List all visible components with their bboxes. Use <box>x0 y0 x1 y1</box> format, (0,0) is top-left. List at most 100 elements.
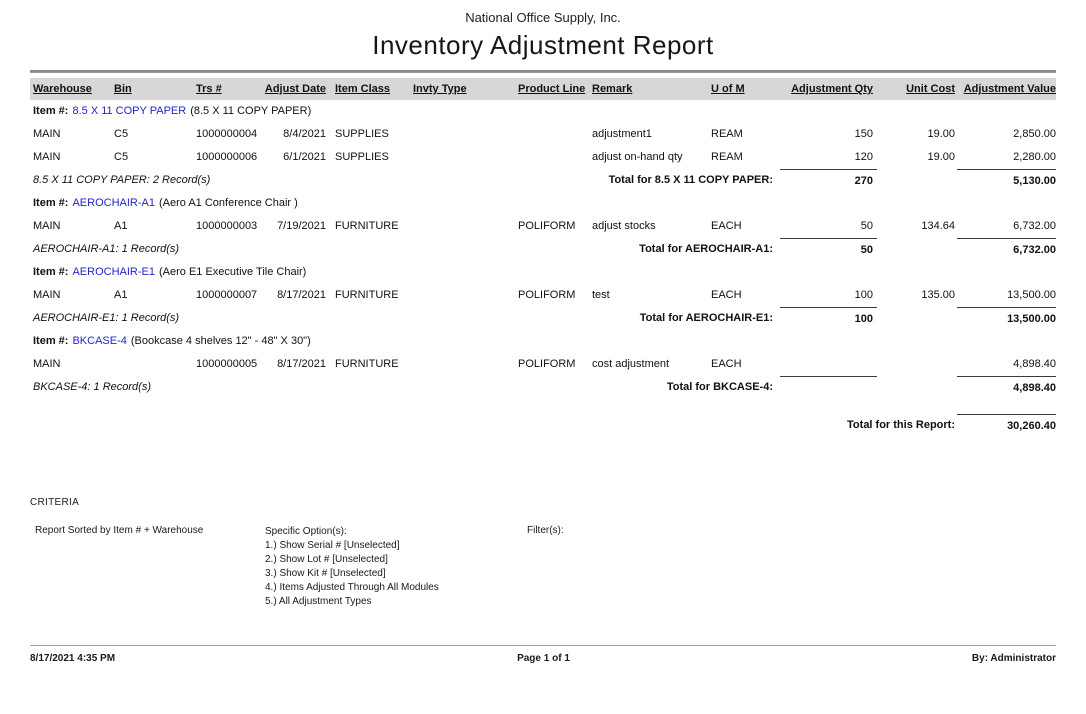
item-description: (Bookcase 4 shelves 12" - 48" X 30") <box>130 335 311 347</box>
item-code-link[interactable]: AEROCHAIR-A1 <box>72 197 155 209</box>
column-header-item-class: Item Class <box>335 83 391 95</box>
group-record-count: 8.5 X 11 COPY PAPER: 2 Record(s) <box>33 174 211 186</box>
group-total-value: 4,898.40 <box>957 376 1056 399</box>
group-record-count: BKCASE-4: 1 Record(s) <box>33 381 151 393</box>
cell-remark: adjust on-hand qty <box>592 151 683 163</box>
column-header-unit-cost: Unit Cost <box>906 83 955 95</box>
group-total-value: 6,732.00 <box>957 238 1056 261</box>
item-group-header: Item #: 8.5 X 11 COPY PAPER (8.5 X 11 COPY… <box>30 100 1056 123</box>
column-header-adjustment-value: Adjustment Value <box>963 83 1056 95</box>
column-header-adjust-date: Adjust Date <box>264 83 326 95</box>
cell-bin: A1 <box>114 220 128 232</box>
cell-invty-type <box>408 284 512 307</box>
cell-qty: 50 <box>860 220 873 232</box>
item-group-header: Item #: AEROCHAIR-A1 (Aero A1 Conference C… <box>30 192 1056 215</box>
cell-adjust-date: 8/17/2021 <box>277 358 326 370</box>
cell-remark: adjust stocks <box>592 220 656 232</box>
criteria-options-heading: Specific Option(s): <box>265 526 347 537</box>
footer-author: By: Administrator <box>971 653 1056 664</box>
group-total-qty <box>780 376 877 399</box>
cell-unit-cost: 19.00 <box>927 151 955 163</box>
item-code-link[interactable]: BKCASE-4 <box>72 335 127 347</box>
cell-trs: 1000000005 <box>196 358 258 370</box>
cell-bin <box>112 353 196 376</box>
cell-unit-cost: 135.00 <box>921 289 955 301</box>
item-number-label: Item #: <box>33 266 69 278</box>
cell-empty <box>877 238 957 261</box>
criteria-option: 4.) Items Adjusted Through All Modules <box>265 582 439 593</box>
item-number-label: Item #: <box>33 105 69 117</box>
cell-warehouse: MAIN <box>33 289 61 301</box>
footer-datetime: 8/17/2021 4:35 PM <box>30 653 116 664</box>
cell-qty <box>780 353 877 376</box>
cell-empty <box>877 307 957 330</box>
cell-warehouse: MAIN <box>33 151 61 163</box>
cell-unit-cost <box>877 353 957 376</box>
cell-value: 13,500.00 <box>1007 289 1056 301</box>
report-total-row: Total for this Report: 30,260.40 <box>30 414 1056 437</box>
adjustment-table: Warehouse Bin Trs # Adjust Date Item Cla… <box>30 78 1056 437</box>
item-group-header: Item #: AEROCHAIR-E1 (Aero E1 Executive Ti… <box>30 261 1056 284</box>
item-code-link[interactable]: AEROCHAIR-E1 <box>72 266 155 278</box>
cell-uom: REAM <box>711 128 743 140</box>
cell-product-line: POLIFORM <box>518 289 576 301</box>
cell-qty: 150 <box>854 128 873 140</box>
cell-adjust-date: 7/19/2021 <box>277 220 326 232</box>
cell-item-class: SUPPLIES <box>335 151 389 163</box>
cell-item-class: FURNITURE <box>335 358 399 370</box>
cell-trs: 1000000003 <box>196 220 258 232</box>
group-total-qty: 50 <box>780 238 877 261</box>
item-code-link[interactable]: 8.5 X 11 COPY PAPER <box>72 105 187 117</box>
cell-unit-cost: 19.00 <box>927 128 955 140</box>
group-total-row: AEROCHAIR-E1: 1 Record(s) Total for AERO… <box>30 307 1056 330</box>
cell-item-class: FURNITURE <box>335 289 399 301</box>
criteria-filters-heading: Filter(s): <box>527 525 564 536</box>
column-header-warehouse: Warehouse <box>33 83 92 95</box>
page-title: Inventory Adjustment Report <box>372 30 714 60</box>
report-total-value: 30,260.40 <box>957 414 1056 437</box>
cell-value: 4,898.40 <box>1013 358 1056 370</box>
cell-item-class: FURNITURE <box>335 220 399 232</box>
cell-trs: 1000000004 <box>196 128 258 140</box>
criteria-heading: CRITERIA <box>30 497 80 508</box>
cell-adjust-date: 8/4/2021 <box>283 128 326 140</box>
group-total-qty: 100 <box>780 307 877 330</box>
cell-adjust-date: 6/1/2021 <box>283 151 326 163</box>
cell-value: 2,280.00 <box>1013 151 1056 163</box>
criteria-option: 1.) Show Serial # [Unselected] <box>265 540 400 551</box>
cell-adjust-date: 8/17/2021 <box>277 289 326 301</box>
criteria-section: CRITERIA Report Sorted by Item # + Wareh… <box>30 497 1056 615</box>
cell-product-line: POLIFORM <box>518 220 576 232</box>
cell-bin: A1 <box>114 289 128 301</box>
item-description: (8.5 X 11 COPY PAPER) <box>190 105 312 117</box>
column-header-adjustment-qty: Adjustment Qty <box>791 83 873 95</box>
cell-warehouse: MAIN <box>33 220 61 232</box>
group-total-label: Total for 8.5 X 11 COPY PAPER: <box>608 174 773 186</box>
cell-remark: test <box>592 289 610 301</box>
cell-empty <box>877 376 957 399</box>
company-name: National Office Supply, Inc. <box>465 10 621 25</box>
cell-warehouse: MAIN <box>33 358 61 370</box>
report-total-label: Total for this Report: <box>847 419 955 431</box>
column-header-product-line: Product Line <box>518 83 586 95</box>
page-footer: 8/17/2021 4:35 PM Page 1 of 1 By: Admini… <box>30 653 1056 664</box>
item-group-header: Item #: BKCASE-4 (Bookcase 4 shelves 12" -… <box>30 330 1056 353</box>
cell-remark: cost adjustment <box>592 358 670 370</box>
table-row: MAIN C5 1000000006 6/1/2021 SUPPLIES adj… <box>30 146 1056 169</box>
group-total-label: Total for AEROCHAIR-A1: <box>639 243 773 255</box>
cell-unit-cost: 134.64 <box>921 220 955 232</box>
table-row: MAIN 1000000005 8/17/2021 FURNITURE POLI… <box>30 353 1056 376</box>
item-description: (Aero E1 Executive Tile Chair) <box>159 266 307 278</box>
column-header-bin: Bin <box>114 83 132 95</box>
cell-qty: 120 <box>854 151 873 163</box>
group-total-row: BKCASE-4: 1 Record(s) Total for BKCASE-4… <box>30 376 1056 399</box>
cell-remark: adjustment1 <box>592 128 652 140</box>
group-total-row: AEROCHAIR-A1: 1 Record(s) Total for AERO… <box>30 238 1056 261</box>
table-row: MAIN A1 1000000007 8/17/2021 FURNITURE P… <box>30 284 1056 307</box>
cell-invty-type <box>408 146 512 169</box>
footer-divider <box>30 645 1056 646</box>
title-divider <box>30 70 1056 73</box>
column-header-invty-type: Invty Type <box>413 83 467 95</box>
cell-bin: C5 <box>114 151 129 163</box>
